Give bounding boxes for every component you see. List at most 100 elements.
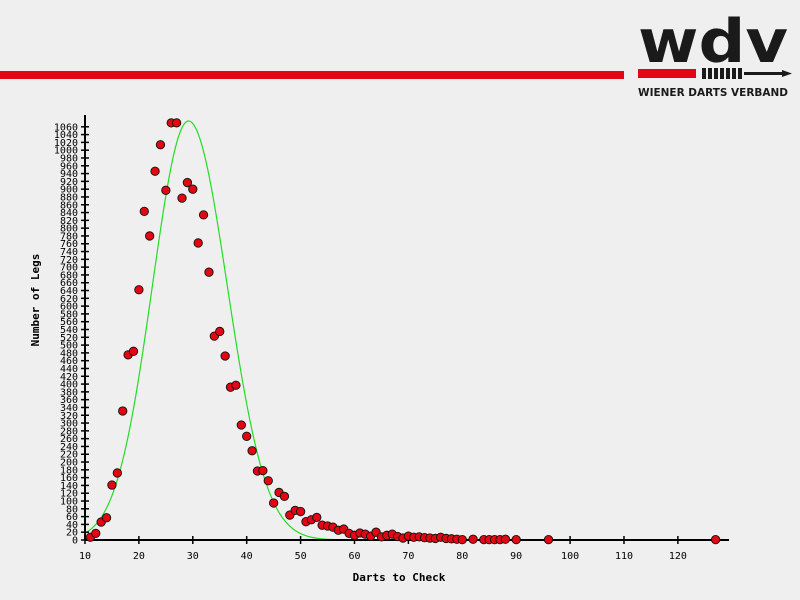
y-tick-label: 940 [60,169,78,180]
data-point [543,534,554,545]
x-tick-label: 10 [79,551,91,562]
y-tick-label: 340 [60,403,78,414]
x-tick-label: 80 [456,551,468,562]
y-tick-label: 540 [60,325,78,336]
y-tick-label: 480 [60,348,78,359]
y-tick-label: 360 [60,395,78,406]
y-tick-label: 160 [60,473,78,484]
data-point [279,491,290,501]
data-point [295,506,306,517]
x-tick-label: 40 [241,551,253,562]
y-axis-title: Number of Legs [29,254,42,347]
y-tick-label: 600 [60,302,78,313]
data-point [220,351,230,361]
data-point [150,166,160,176]
y-tick-label: 960 [60,161,78,172]
y-tick-label: 920 [60,177,78,188]
y-tick-label: 240 [60,442,78,453]
y-tick-label: 980 [60,153,78,164]
x-tick-label: 90 [510,551,522,562]
y-tick-label: 320 [60,411,78,422]
wdv-logo: wdv WIENER DARTS VERBAND [638,7,792,99]
y-tick-label: 380 [60,387,78,398]
y-tick-label: 860 [60,200,78,211]
data-point [107,480,117,490]
data-point [155,140,166,150]
y-tick-label: 400 [60,380,78,391]
y-tick-label: 420 [60,372,78,383]
y-tick-label: 740 [60,247,78,258]
data-point [204,267,214,277]
data-point [188,184,198,194]
y-tick-label: 760 [60,239,78,250]
data-point [128,346,139,356]
data-point [457,534,467,545]
fit-curve [84,120,598,541]
y-tick-label: 40 [66,520,78,531]
data-point [236,420,246,430]
data-point [268,498,279,508]
data-point [312,512,322,523]
x-tick-label: 60 [348,551,360,562]
x-tick-label: 120 [669,551,687,562]
data-point [177,193,187,203]
chart-axes: 0204060801001201401601802002202402602803… [54,115,729,562]
y-tick-label: 100 [60,497,78,508]
x-tick-label: 20 [133,551,145,562]
data-point [193,238,203,248]
y-tick-label: 720 [60,255,78,266]
data-point [139,206,149,217]
y-tick-label: 120 [60,489,78,500]
y-tick-label: 0 [72,536,78,547]
y-tick-label: 1060 [54,122,78,133]
x-tick-label: 50 [295,551,307,562]
y-tick-label: 580 [60,309,78,320]
y-tick-label: 800 [60,224,78,235]
y-tick-label: 1040 [54,130,78,141]
data-point [91,528,101,539]
y-tick-label: 20 [66,528,78,539]
data-point [118,406,128,416]
y-tick-label: 180 [60,465,78,476]
y-tick-label: 300 [60,419,78,430]
y-tick-label: 80 [66,504,78,515]
x-axis-title: Darts to Check [353,571,446,584]
data-point [112,468,122,478]
y-tick-label: 280 [60,426,78,437]
dart-icon [702,68,792,79]
data-point [511,534,521,545]
x-tick-label: 70 [402,551,414,562]
data-point [101,513,112,523]
y-tick-label: 60 [66,512,78,523]
data-point [258,465,268,476]
y-tick-label: 200 [60,458,78,469]
logo-red-stripe [638,69,696,78]
y-tick-label: 140 [60,481,78,492]
y-tick-label: 700 [60,263,78,274]
y-tick-label: 820 [60,216,78,227]
y-tick-label: 620 [60,294,78,305]
data-point [468,534,478,544]
data-point [171,118,182,128]
y-tick-label: 460 [60,356,78,367]
data-point [161,185,171,195]
y-tick-label: 520 [60,333,78,344]
y-tick-label: 440 [60,364,78,375]
x-tick-label: 110 [615,551,633,562]
x-tick-label: 30 [187,551,199,562]
y-tick-label: 260 [60,434,78,445]
logo-tagline: WIENER DARTS VERBAND [638,87,788,99]
y-tick-label: 640 [60,286,78,297]
data-point [247,446,257,456]
data-point [231,380,241,390]
y-tick-label: 840 [60,208,78,219]
y-tick-label: 880 [60,192,78,203]
header-red-bar [0,71,624,79]
y-tick-label: 780 [60,231,78,242]
data-point [198,210,209,220]
y-tick-label: 680 [60,270,78,281]
data-point [182,177,193,188]
x-tick-label: 100 [561,551,579,562]
data-point [134,285,144,295]
